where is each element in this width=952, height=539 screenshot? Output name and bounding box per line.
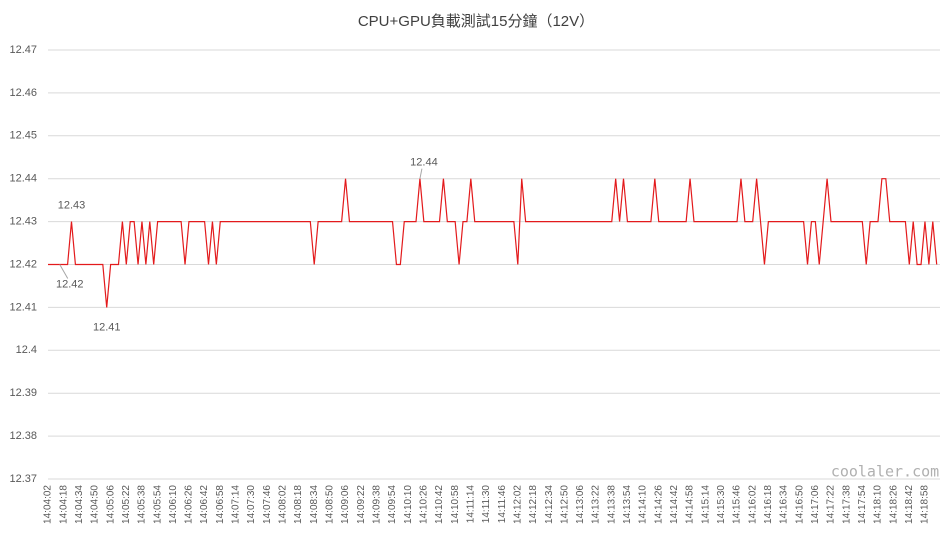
y-tick-label: 12.47 xyxy=(9,44,37,56)
y-tick-label: 12.44 xyxy=(9,173,37,185)
data-label: 12.44 xyxy=(410,157,438,169)
x-tick-label: 14:10:10 xyxy=(403,485,414,524)
y-tick-label: 12.4 xyxy=(16,344,37,356)
x-tick-label: 14:06:58 xyxy=(215,485,226,524)
y-tick-label: 12.45 xyxy=(9,130,37,142)
x-tick-label: 14:13:38 xyxy=(606,485,617,524)
x-tick-label: 14:11:46 xyxy=(497,485,508,524)
y-tick-label: 12.38 xyxy=(9,430,37,442)
y-tick-label: 12.46 xyxy=(9,87,37,99)
x-tick-label: 14:14:26 xyxy=(653,485,664,524)
x-tick-label: 14:11:30 xyxy=(481,485,492,524)
x-tick-label: 14:09:54 xyxy=(387,485,398,524)
x-tick-label: 14:09:06 xyxy=(340,485,351,524)
x-tick-label: 14:12:02 xyxy=(512,485,523,524)
x-tick-label: 14:18:26 xyxy=(888,485,899,524)
leader-line xyxy=(59,264,69,279)
x-tick-label: 14:05:06 xyxy=(105,485,116,524)
x-tick-label: 14:15:14 xyxy=(700,485,711,524)
watermark: coolaler.com xyxy=(831,463,939,481)
y-tick-label: 12.42 xyxy=(9,258,37,270)
x-tick-label: 14:04:02 xyxy=(43,485,54,524)
x-tick-label: 14:06:10 xyxy=(168,485,179,524)
x-tick-label: 14:16:18 xyxy=(763,485,774,524)
series-line xyxy=(48,178,938,308)
x-tick-label: 14:07:30 xyxy=(246,485,257,524)
leader-line xyxy=(419,168,423,179)
x-tick-label: 14:11:14 xyxy=(465,485,476,524)
x-tick-label: 14:06:42 xyxy=(199,485,210,524)
y-tick-label: 12.41 xyxy=(9,301,37,313)
x-tick-label: 14:13:06 xyxy=(575,485,586,524)
x-tick-label: 14:14:42 xyxy=(669,485,680,524)
x-tick-label: 14:12:34 xyxy=(544,485,555,524)
x-tick-label: 14:08:02 xyxy=(278,485,289,524)
x-tick-label: 14:04:18 xyxy=(58,485,69,524)
x-tick-label: 14:08:34 xyxy=(309,485,320,524)
x-tick-label: 14:08:18 xyxy=(293,485,304,524)
x-tick-label: 14:08:50 xyxy=(325,485,336,524)
x-tick-label: 14:14:58 xyxy=(685,485,696,524)
x-tick-label: 14:12:18 xyxy=(528,485,539,524)
x-tick-label: 14:14:10 xyxy=(638,485,649,524)
x-tick-label: 14:05:22 xyxy=(121,485,132,524)
x-tick-label: 14:15:46 xyxy=(732,485,743,524)
x-tick-label: 14:13:54 xyxy=(622,485,633,524)
x-tick-label: 14:15:30 xyxy=(716,485,727,524)
x-tick-label: 14:09:38 xyxy=(372,485,383,524)
x-tick-label: 14:18:42 xyxy=(904,485,915,524)
x-tick-label: 14:05:54 xyxy=(152,485,163,524)
x-tick-label: 14:16:34 xyxy=(779,485,790,524)
x-tick-label: 14:04:34 xyxy=(74,485,85,524)
data-label: 12.43 xyxy=(58,200,86,212)
x-tick-label: 14:06:26 xyxy=(184,485,195,524)
x-tick-label: 14:16:02 xyxy=(747,485,758,524)
x-tick-label: 14:07:14 xyxy=(231,485,242,524)
y-tick-label: 12.37 xyxy=(9,473,37,485)
x-tick-label: 14:17:06 xyxy=(810,485,821,524)
x-tick-label: 14:10:58 xyxy=(450,485,461,524)
x-tick-label: 14:17:54 xyxy=(857,485,868,524)
x-tick-label: 14:10:42 xyxy=(434,485,445,524)
x-tick-label: 14:05:38 xyxy=(137,485,148,524)
data-label: 12.42 xyxy=(56,278,84,290)
y-tick-label: 12.39 xyxy=(9,387,37,399)
x-tick-label: 14:07:46 xyxy=(262,485,273,524)
data-label: 12.41 xyxy=(93,321,121,333)
x-tick-label: 14:10:26 xyxy=(418,485,429,524)
x-tick-label: 14:12:50 xyxy=(559,485,570,524)
x-tick-label: 14:17:22 xyxy=(826,485,837,524)
x-tick-label: 14:13:22 xyxy=(591,485,602,524)
x-tick-label: 14:18:58 xyxy=(920,485,931,524)
x-tick-label: 14:09:22 xyxy=(356,485,367,524)
chart-title: CPU+GPU負載測試15分鐘（12V） xyxy=(358,13,594,30)
x-tick-label: 14:18:10 xyxy=(873,485,884,524)
y-tick-label: 12.43 xyxy=(9,216,37,228)
x-tick-label: 14:04:50 xyxy=(90,485,101,524)
x-tick-label: 14:17:38 xyxy=(841,485,852,524)
x-tick-label: 14:16:50 xyxy=(794,485,805,524)
